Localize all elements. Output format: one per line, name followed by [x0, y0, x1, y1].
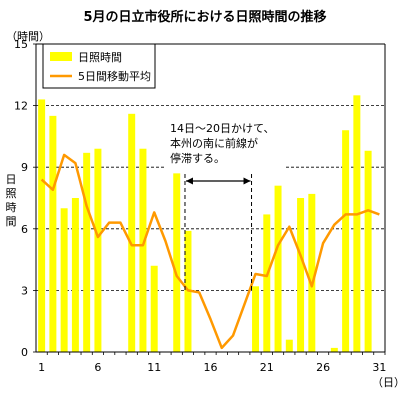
y-tick-label: 9 [21, 161, 28, 174]
bar-day-13 [173, 173, 181, 352]
y-axis-label-char: 照 [6, 187, 17, 200]
bar-day-24 [297, 198, 305, 352]
annotation-span-arrow [184, 174, 253, 291]
y-tick-labels: 0 3 6 9 12 15 [14, 38, 28, 359]
bar-day-2 [49, 115, 57, 352]
y-tick-label: 0 [21, 346, 28, 359]
legend-bar-swatch [50, 52, 72, 61]
y-axis-label-char: 間 [6, 215, 17, 228]
bar-day-22 [274, 185, 282, 352]
bar-day-30 [364, 150, 372, 352]
legend: 日照時間 5日間移動平均 [42, 43, 156, 89]
x-tick-label: 6 [94, 361, 101, 374]
bar-day-1 [38, 99, 46, 352]
annotation-backdrop [166, 120, 286, 168]
moving-average-series [40, 153, 380, 350]
y-tick-label: 12 [14, 100, 28, 113]
x-axis-unit-label: （日） [372, 376, 400, 389]
bar-day-5 [83, 152, 91, 352]
span-arrow-left-head [185, 177, 193, 185]
x-tick-label: 11 [147, 361, 161, 374]
moving-average-line [40, 153, 380, 350]
bar-day-28 [342, 130, 350, 352]
bar-day-6 [94, 148, 102, 352]
bar-day-29 [353, 95, 361, 352]
bar-day-25 [308, 193, 316, 352]
y-axis-label: 日照時間 [6, 173, 17, 228]
annotation-line-2: 本州の南に前線が [170, 136, 258, 150]
x-tick-label: 16 [204, 361, 218, 374]
legend-line-label: 5日間移動平均 [78, 69, 151, 83]
y-axis-label-char: 時 [6, 201, 17, 214]
y-tick-label: 6 [21, 223, 28, 236]
bar-day-9 [128, 113, 136, 353]
bar-day-27 [330, 347, 338, 352]
front-annotation: 14日～20日かけて、 本州の南に前線が 停滞する。 [166, 120, 286, 291]
x-tick-label: 21 [260, 361, 274, 374]
x-tick-label: 1 [38, 361, 45, 374]
legend-box [42, 43, 156, 89]
bar-day-23 [285, 339, 293, 352]
legend-bar-label: 日照時間 [78, 51, 122, 64]
annotation-line-3: 停滞する。 [170, 151, 225, 165]
y-tick-label: 15 [14, 38, 28, 51]
bar-day-21 [263, 214, 271, 352]
bar-day-4 [71, 198, 79, 352]
annotation-line-1: 14日～20日かけて、 [170, 122, 274, 135]
x-tick-labels: 1 6 11 16 21 26 31 [38, 361, 386, 374]
x-tick-label: 31 [372, 361, 386, 374]
bar-day-11 [150, 265, 158, 352]
y-tick-label: 3 [21, 284, 28, 297]
bar-day-3 [60, 208, 68, 352]
bar-day-20 [252, 286, 260, 352]
y-axis-label-char: 日 [6, 173, 17, 186]
chart-title: 5月の日立市役所における日照時間の推移 [83, 9, 326, 25]
y-axis-unit-label: （時間） [6, 30, 50, 43]
span-arrow-right-head [243, 177, 251, 185]
bar-day-10 [139, 148, 147, 352]
x-tick-label: 26 [316, 361, 330, 374]
